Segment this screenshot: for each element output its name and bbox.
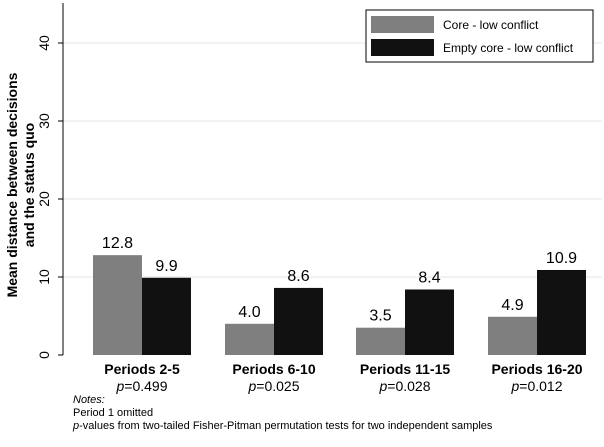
bars <box>93 255 586 355</box>
notes-line-2-text: -values from two-tailed Fisher-Pitman pe… <box>79 420 493 432</box>
p-value-label: p=0.025 <box>247 378 299 394</box>
y-tick-label: 20 <box>36 191 52 207</box>
bar <box>93 255 142 355</box>
bar <box>488 316 537 355</box>
x-tick-label: Periods 11-15 <box>360 361 450 377</box>
y-axis-label: Mean distance between decisionsand the s… <box>4 72 37 297</box>
data-label: 9.9 <box>155 258 177 275</box>
y-axis: 0 10 20 30 40 <box>36 3 64 359</box>
bar <box>356 327 405 355</box>
grid <box>63 42 602 278</box>
data-label: 3.5 <box>369 308 391 325</box>
p-value-label: p=0.012 <box>510 378 562 394</box>
notes-title: Notes: <box>73 394 105 406</box>
bar <box>142 277 191 355</box>
legend-label-empty-core: Empty core - low conflict <box>443 41 574 55</box>
data-label: 12.8 <box>102 235 133 252</box>
y-tick-label: 0 <box>36 351 52 359</box>
x-axis-labels: Periods 2-5p=0.499 Periods 6-10p=0.025 Per… <box>104 361 582 394</box>
x-tick-label: Periods 16-20 <box>491 361 582 377</box>
data-label: 8.6 <box>287 268 309 285</box>
data-label: 4.9 <box>501 297 523 314</box>
p-value-label: p=0.028 <box>378 378 430 394</box>
y-tick-label: 30 <box>36 113 52 129</box>
x-tick-label: Periods 6-10 <box>232 361 315 377</box>
notes: Notes: Period 1 omitted p-values from tw… <box>73 394 492 433</box>
notes-p-symbol: p <box>73 420 80 432</box>
legend-swatch-core <box>371 16 434 33</box>
data-label: 8.4 <box>418 269 440 286</box>
notes-line-1: Period 1 omitted <box>73 407 154 419</box>
bar <box>274 287 323 355</box>
x-tick-label: Periods 2-5 <box>104 361 180 377</box>
bar <box>537 269 586 355</box>
notes-line-2: p-values from two-tailed Fisher-Pitman p… <box>73 420 492 433</box>
bar <box>405 289 454 355</box>
bar <box>225 323 274 355</box>
legend-swatch-empty-core <box>371 39 434 56</box>
legend-label-core: Core - low conflict <box>443 18 539 32</box>
p-value-label: p=0.499 <box>115 378 167 394</box>
legend: Core - low conflict Empty core - low con… <box>365 9 594 63</box>
data-labels: 12.8 9.9 4.0 8.6 3.5 8.4 4.9 10.9 <box>102 235 577 325</box>
y-tick-label: 10 <box>36 269 52 285</box>
data-label: 10.9 <box>546 250 577 267</box>
data-label: 4.0 <box>238 304 260 321</box>
y-tick-label: 40 <box>36 35 52 51</box>
